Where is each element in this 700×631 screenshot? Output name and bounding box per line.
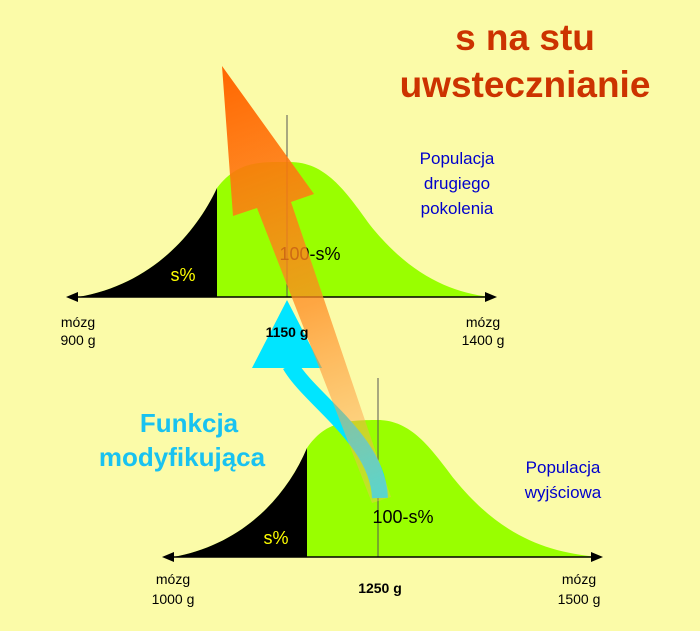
second-generation-left-axis-value: 900 g bbox=[60, 332, 95, 348]
second-generation-mean-label: 1150 g bbox=[266, 324, 309, 340]
original-population-rest-label: 100-s% bbox=[372, 507, 433, 527]
trend-arrow-shape bbox=[222, 66, 391, 503]
second-generation-s-label: s% bbox=[170, 265, 195, 285]
second-generation-name-line-3: pokolenia bbox=[421, 199, 494, 218]
original-population-left-axis-value: 1000 g bbox=[152, 591, 195, 607]
title-line-2: uwstecznianie bbox=[400, 64, 651, 105]
original-population-tail bbox=[173, 448, 307, 557]
original-population-axis-left-arrowhead bbox=[162, 552, 174, 562]
second-generation-right-axis-word: mózg bbox=[466, 314, 500, 330]
modifier-arrow-head bbox=[252, 300, 322, 368]
modifier-label-line-2: modyfikująca bbox=[99, 442, 266, 472]
original-population-name-line-2: wyjściowa bbox=[524, 483, 602, 502]
original-population-axis-right-arrowhead bbox=[591, 552, 603, 562]
title-line-1: s na stu bbox=[455, 17, 595, 58]
second-generation-axis-left-arrowhead bbox=[66, 292, 78, 302]
original-population-right-axis-word: mózg bbox=[562, 571, 596, 587]
original-population-left-axis-word: mózg bbox=[156, 571, 190, 587]
second-generation-name-line-1: Populacja bbox=[420, 149, 495, 168]
original-population-s-label: s% bbox=[263, 528, 288, 548]
second-generation-tail bbox=[78, 188, 217, 297]
original-population-mean-label: 1250 g bbox=[358, 580, 402, 596]
trend-arrow bbox=[222, 66, 391, 503]
second-generation-left-axis-word: mózg bbox=[61, 314, 95, 330]
second-generation-right-axis-value: 1400 g bbox=[462, 332, 505, 348]
original-population-name-line-1: Populacja bbox=[526, 458, 601, 477]
second-generation-axis-right-arrowhead bbox=[485, 292, 497, 302]
second-generation-name-line-2: drugiego bbox=[424, 174, 490, 193]
modifier-label-line-1: Funkcja bbox=[140, 408, 239, 438]
original-population-right-axis-value: 1500 g bbox=[558, 591, 601, 607]
